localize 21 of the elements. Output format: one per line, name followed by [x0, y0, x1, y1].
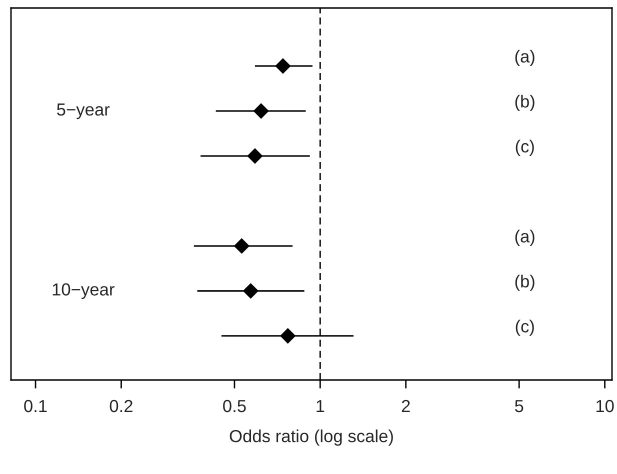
- y-tick-label: (c): [516, 140, 534, 156]
- point: [280, 328, 296, 344]
- annotation: 5−year: [57, 104, 110, 120]
- y-tick-label: (a): [515, 50, 534, 66]
- y-tick-label: (b): [515, 94, 534, 111]
- x-tick-label: 0.5: [223, 400, 246, 412]
- point: [254, 103, 269, 119]
- x-tick-label: 10: [596, 400, 614, 412]
- x-axis-title: Odds ratio (log scale): [230, 430, 393, 446]
- x-tick-label: 5: [514, 400, 524, 412]
- x-tick-label: 0.2: [110, 400, 132, 412]
- point: [243, 283, 258, 299]
- x-tick-label: 2: [402, 400, 410, 412]
- x-tick-label: 0.1: [24, 400, 47, 412]
- annotation: 10−year: [52, 283, 114, 300]
- y-tick-label: (b): [515, 274, 534, 291]
- x-tick-label: 1: [316, 400, 324, 412]
- y-tick-label: (c): [516, 320, 534, 336]
- point: [275, 58, 291, 74]
- point: [247, 148, 263, 164]
- y-tick-label: (a): [515, 230, 534, 246]
